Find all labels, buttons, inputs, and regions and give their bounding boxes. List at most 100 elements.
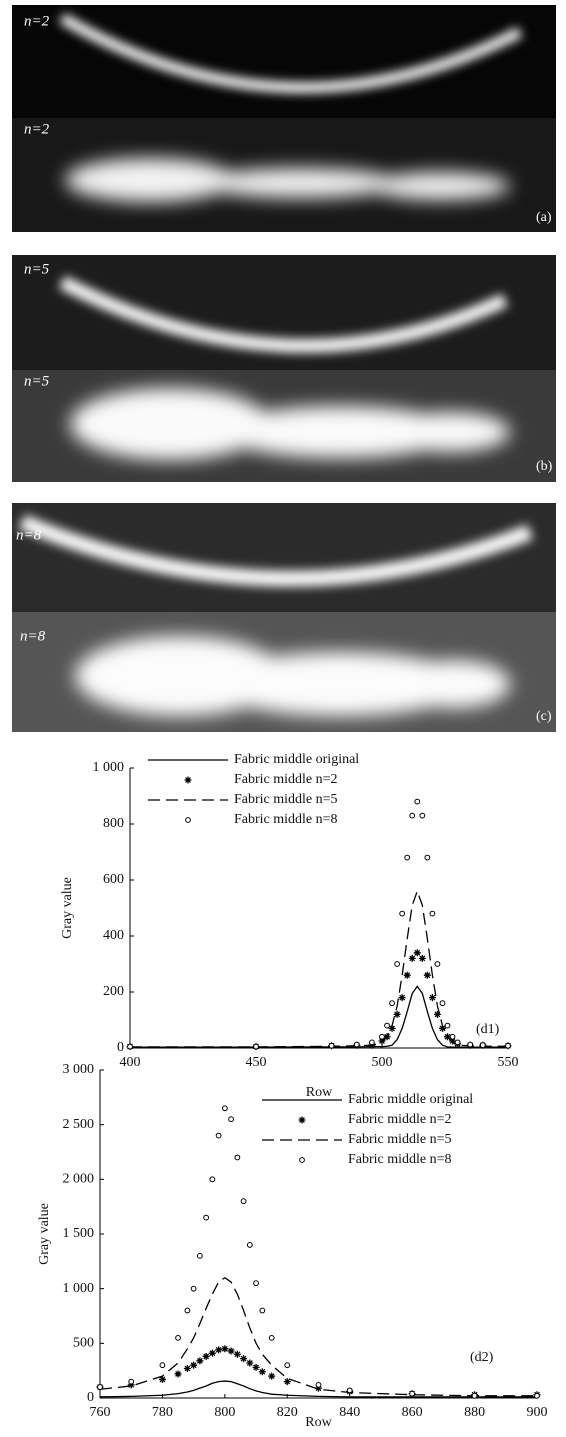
x-tick-label: 450 — [246, 1055, 267, 1070]
x-tick-label: 860 — [402, 1405, 423, 1420]
circle-marker — [479, 1042, 486, 1049]
y-tick-label: 400 — [103, 928, 124, 943]
star-marker — [403, 971, 411, 979]
circle-marker — [419, 812, 426, 819]
legend-label: Fabric middle original — [234, 752, 359, 767]
star-marker — [268, 1372, 276, 1380]
circle-marker — [209, 1176, 216, 1183]
star-marker — [433, 1010, 441, 1018]
star-marker — [418, 954, 426, 962]
x-tick-label: 400 — [120, 1055, 141, 1070]
y-tick-label: 3 000 — [63, 1062, 95, 1077]
circle-marker — [253, 1043, 259, 1050]
x-tick-label: 550 — [498, 1055, 519, 1070]
circle-marker — [369, 1039, 375, 1046]
panel-b: n=5 n=5 (b) — [12, 255, 556, 482]
legend-label: Fabric middle n=5 — [348, 1132, 452, 1147]
y-tick-label: 800 — [103, 816, 124, 831]
circle-marker — [159, 1362, 166, 1369]
circle-marker — [215, 1132, 222, 1139]
circle-marker — [299, 1157, 305, 1163]
circle-marker — [467, 1041, 474, 1048]
star-marker — [408, 954, 416, 962]
star-marker — [398, 994, 406, 1002]
legend-label: Fabric middle n=8 — [234, 812, 338, 827]
circle-marker — [253, 1280, 259, 1287]
circle-marker — [471, 1392, 478, 1399]
legend-label: Fabric middle original — [348, 1092, 473, 1107]
y-tick-label: 2 500 — [63, 1117, 95, 1132]
star-marker — [127, 1381, 135, 1389]
panel-id: (c) — [536, 709, 552, 724]
circle-marker — [221, 1105, 228, 1112]
star-marker — [174, 1370, 182, 1378]
circle-marker — [203, 1214, 210, 1221]
star-marker — [413, 949, 421, 957]
image-label: n=8 — [16, 527, 42, 543]
series-line — [99, 1380, 537, 1398]
circle-marker — [454, 1039, 461, 1046]
circle-marker — [389, 1000, 395, 1007]
panel-a: n=2 n=2 (a) — [12, 5, 556, 232]
star-marker — [298, 1116, 306, 1124]
y-tick-label: 1 000 — [63, 1281, 95, 1296]
circle-marker — [434, 961, 441, 967]
star-marker — [315, 1384, 322, 1392]
image-label: n=5 — [24, 261, 50, 277]
circle-marker — [444, 1022, 451, 1029]
circle-marker — [409, 812, 416, 819]
circle-marker — [97, 1384, 103, 1390]
y-tick-label: 1 000 — [93, 760, 125, 775]
star-marker — [428, 994, 436, 1002]
annotation: (d2) — [470, 1350, 494, 1365]
circle-marker — [429, 910, 436, 917]
image-label: n=8 — [20, 628, 46, 644]
circle-marker — [328, 1042, 335, 1049]
x-tick-label: 900 — [527, 1405, 548, 1420]
circle-marker — [259, 1307, 266, 1314]
circle-marker — [234, 1154, 241, 1161]
star-marker — [438, 1024, 446, 1032]
x-tick-label: 760 — [90, 1405, 111, 1420]
circle-marker — [439, 1000, 446, 1007]
y-tick-label: 500 — [73, 1336, 94, 1351]
star-marker — [221, 1345, 229, 1353]
annotation: (d1) — [476, 1022, 500, 1037]
star-marker — [184, 776, 192, 784]
star-marker — [208, 1349, 216, 1357]
star-marker — [215, 1346, 223, 1354]
image-label: n=5 — [24, 373, 50, 389]
y-tick-label: 1 500 — [63, 1226, 95, 1241]
circle-marker — [404, 854, 411, 861]
y-tick-label: 2 000 — [63, 1172, 95, 1187]
x-tick-label: 500 — [372, 1055, 393, 1070]
circle-marker — [228, 1116, 235, 1123]
circle-marker — [175, 1334, 181, 1341]
circle-marker — [409, 1390, 416, 1397]
legend-label: Fabric middle n=2 — [234, 772, 338, 787]
y-axis-label: Gray value — [60, 877, 75, 939]
x-tick-label: 820 — [277, 1405, 298, 1420]
star-marker — [240, 1355, 248, 1363]
star-marker — [233, 1350, 241, 1358]
series-line — [130, 889, 508, 1048]
star-marker — [258, 1368, 266, 1376]
star-marker — [252, 1363, 260, 1371]
circle-marker — [394, 961, 401, 967]
y-axis-label: Gray value — [37, 1203, 52, 1265]
star-marker — [449, 1037, 457, 1045]
star-marker — [378, 1037, 386, 1045]
circle-marker — [128, 1378, 135, 1385]
circle-marker — [384, 1022, 390, 1029]
circle-marker — [246, 1242, 253, 1248]
star-marker — [283, 1378, 291, 1386]
y-tick-label: 0 — [117, 1040, 124, 1055]
circle-marker — [505, 1042, 511, 1049]
circle-marker — [449, 1033, 456, 1040]
series-line — [130, 985, 508, 1048]
circle-marker — [379, 1033, 385, 1040]
circle-marker — [184, 1307, 191, 1314]
circle-marker — [190, 1285, 197, 1292]
star-marker — [202, 1352, 210, 1360]
